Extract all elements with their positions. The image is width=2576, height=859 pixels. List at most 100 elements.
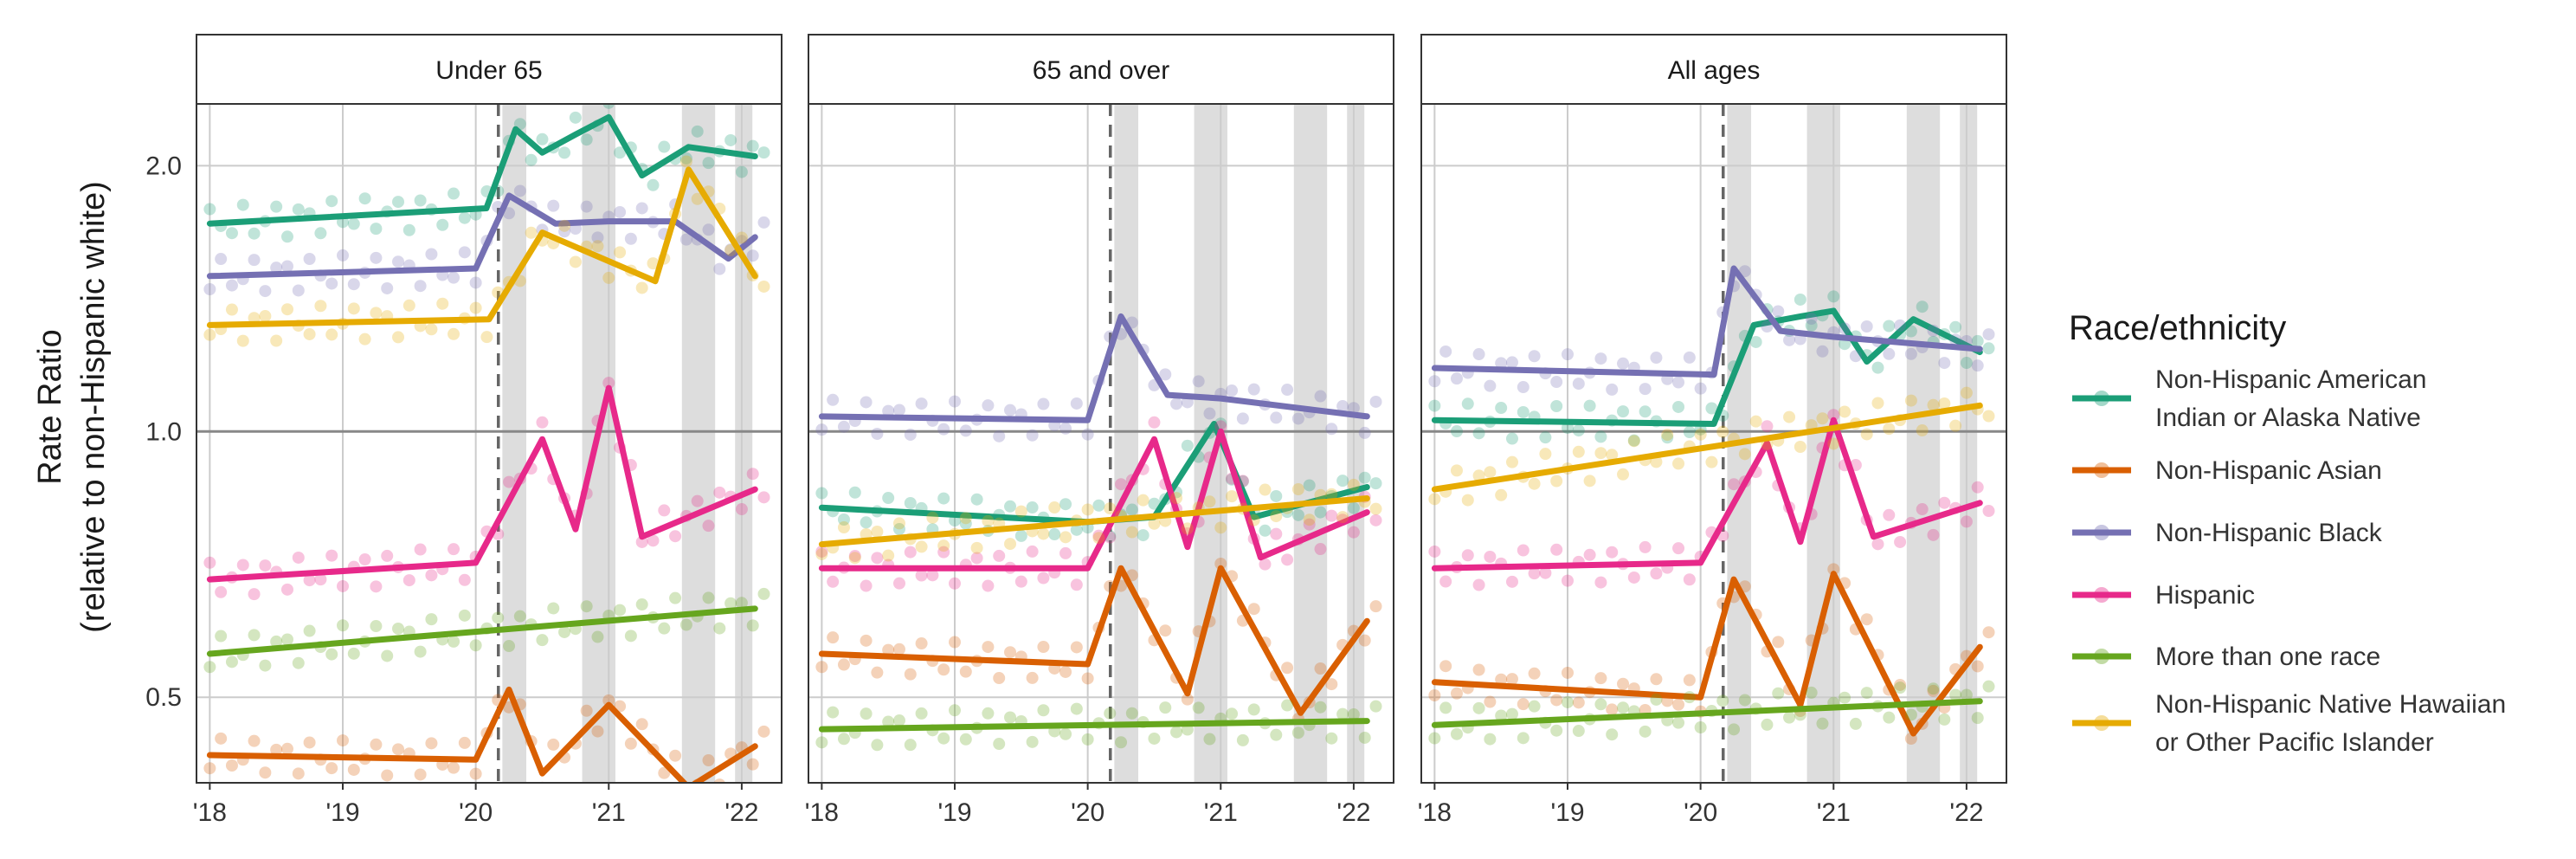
- data-point: [1927, 398, 1940, 411]
- data-point: [1583, 475, 1596, 488]
- x-tick-label-21: '21: [1204, 798, 1238, 827]
- data-point: [1461, 549, 1474, 562]
- data-point: [1347, 526, 1360, 539]
- data-point: [735, 597, 748, 610]
- data-point: [215, 585, 228, 598]
- data-point: [1904, 325, 1917, 338]
- data-point: [325, 549, 338, 562]
- data-point: [1606, 728, 1619, 741]
- data-point: [1816, 345, 1829, 358]
- data-point: [1428, 493, 1441, 506]
- data-point: [1325, 678, 1338, 691]
- data-point: [949, 395, 961, 408]
- data-point: [647, 534, 660, 547]
- data-point: [1059, 546, 1072, 559]
- panel-title: All ages: [1668, 56, 1761, 85]
- data-point: [959, 733, 972, 746]
- data-point: [1159, 701, 1172, 714]
- shaded-period-3: [1906, 104, 1941, 783]
- data-point: [1125, 707, 1138, 720]
- data-point: [1539, 566, 1552, 579]
- data-point: [1938, 357, 1951, 370]
- data-point: [325, 277, 338, 290]
- data-point: [1860, 687, 1873, 700]
- data-point: [1070, 641, 1083, 654]
- data-point: [1916, 424, 1929, 437]
- data-point: [882, 404, 895, 417]
- data-point: [1938, 397, 1951, 410]
- data-point: [1336, 511, 1349, 524]
- data-point: [248, 629, 261, 642]
- data-point: [679, 233, 692, 246]
- data-point: [1916, 300, 1929, 313]
- data-point: [702, 520, 715, 533]
- data-point: [1059, 498, 1072, 511]
- series-more-than-one-race: [1428, 680, 1995, 746]
- data-point: [1894, 319, 1907, 332]
- data-point: [1070, 397, 1083, 410]
- data-point: [513, 610, 526, 623]
- data-point: [982, 579, 995, 592]
- data-point: [1325, 732, 1338, 745]
- data-point: [280, 583, 293, 596]
- data-point: [1894, 535, 1907, 548]
- legend-key-point: [2094, 587, 2109, 603]
- data-point: [1894, 681, 1907, 694]
- data-point: [1562, 695, 1574, 708]
- data-point: [1583, 548, 1596, 561]
- data-point: [358, 553, 371, 566]
- series-line: [1431, 698, 1983, 728]
- data-point: [1450, 727, 1463, 740]
- data-point: [892, 517, 905, 530]
- data-point: [591, 231, 604, 244]
- data-point: [746, 619, 759, 632]
- data-point: [347, 763, 360, 776]
- data-point: [1772, 305, 1785, 318]
- data-point: [1081, 733, 1094, 746]
- data-point: [1369, 477, 1382, 490]
- data-point: [1982, 505, 1995, 518]
- data-point: [837, 521, 850, 534]
- data-point: [669, 530, 682, 543]
- data-point: [1749, 335, 1762, 348]
- data-point: [225, 759, 238, 772]
- data-point: [1683, 426, 1696, 439]
- series-line: [206, 384, 758, 583]
- data-point: [669, 749, 682, 762]
- data-point: [1059, 665, 1072, 678]
- data-point: [1927, 682, 1940, 695]
- data-point: [1505, 707, 1518, 720]
- data-point: [1816, 412, 1829, 425]
- data-point: [1247, 383, 1260, 396]
- data-point: [815, 661, 828, 674]
- series-non-hispanic-asian: [203, 686, 770, 783]
- data-point: [871, 525, 884, 538]
- data-point: [937, 423, 950, 436]
- panel-border: [196, 103, 782, 784]
- data-point: [658, 140, 671, 153]
- data-point: [892, 714, 905, 727]
- data-point: [1439, 345, 1452, 358]
- data-point: [1517, 405, 1530, 418]
- data-point: [1783, 333, 1796, 346]
- data-point: [1439, 701, 1452, 714]
- data-point: [248, 254, 261, 267]
- data-point: [1949, 688, 1962, 701]
- data-point: [860, 634, 873, 647]
- data-point: [1472, 427, 1485, 440]
- data-point: [691, 494, 704, 507]
- data-point: [959, 424, 972, 437]
- data-point: [1971, 660, 1984, 673]
- data-point: [1270, 489, 1283, 502]
- data-point: [303, 624, 316, 637]
- data-point: [614, 205, 627, 218]
- data-point: [1226, 707, 1239, 720]
- data-point: [1484, 551, 1497, 564]
- data-point: [1904, 347, 1917, 360]
- data-point: [280, 230, 293, 243]
- data-point: [1661, 431, 1674, 444]
- data-point: [458, 211, 471, 224]
- data-point: [757, 491, 770, 504]
- data-point: [635, 535, 648, 548]
